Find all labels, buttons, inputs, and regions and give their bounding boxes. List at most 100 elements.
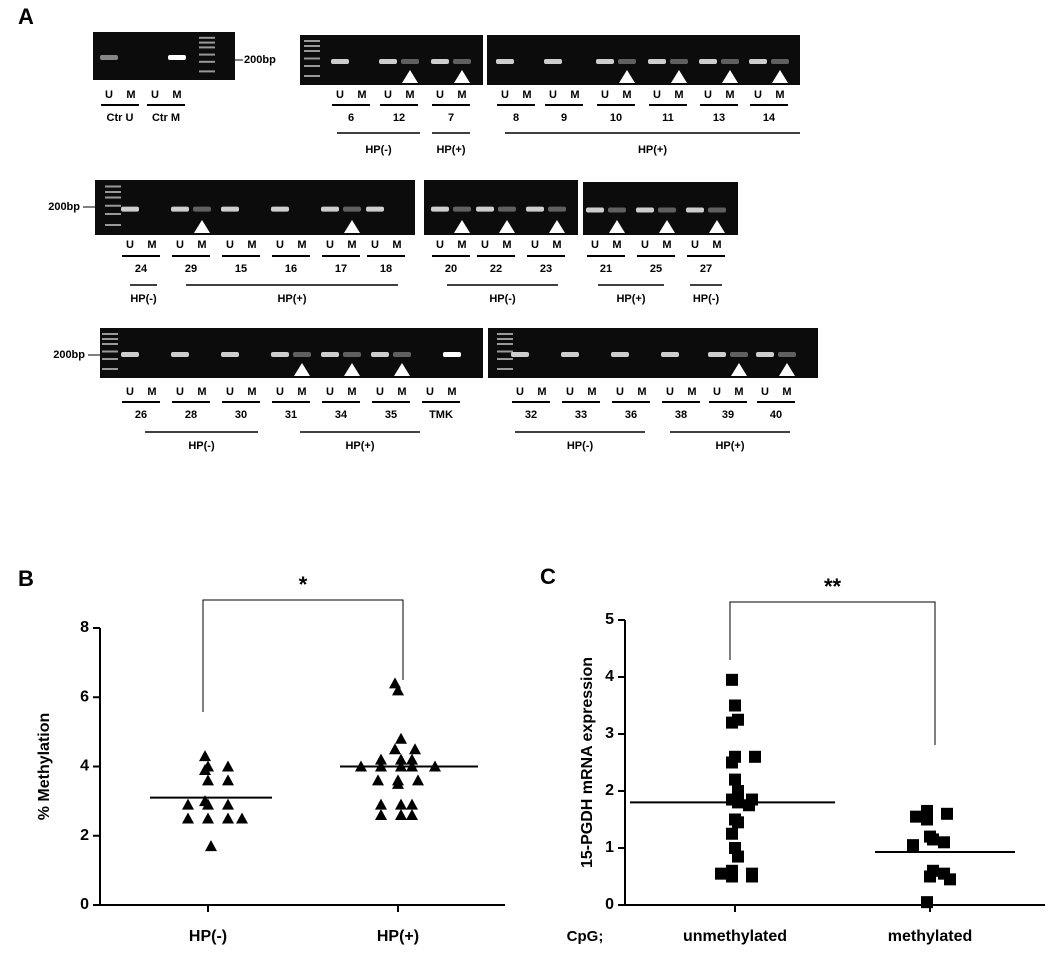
y-tick-label: 8 — [80, 619, 89, 636]
band — [561, 352, 579, 357]
lane-label: U — [326, 386, 334, 398]
ladder-band — [497, 333, 513, 335]
band — [431, 206, 449, 212]
ladder-band — [102, 343, 118, 345]
data-point — [409, 743, 421, 755]
data-point — [389, 743, 401, 755]
lane-label: U — [501, 89, 509, 101]
methylation-arrow — [549, 220, 565, 233]
lane-label: U — [276, 386, 284, 398]
lane-label: M — [447, 386, 456, 398]
y-tick-label: 6 — [80, 688, 89, 705]
band — [548, 206, 566, 212]
y-tick-label: 1 — [605, 839, 614, 856]
band — [608, 207, 626, 213]
sample-label: 12 — [393, 112, 405, 124]
lane-label: M — [734, 386, 743, 398]
sample-label: 20 — [445, 263, 457, 275]
significance-bracket — [729, 601, 936, 745]
lane-label: U — [713, 386, 721, 398]
band — [343, 206, 361, 212]
lane-label: M — [405, 89, 414, 101]
sample-label: 36 — [625, 409, 637, 421]
band — [721, 59, 739, 64]
lane-label: U — [653, 89, 661, 101]
significance: * — [299, 572, 308, 597]
ladder-band — [304, 75, 320, 77]
band — [453, 206, 471, 212]
lane-label: U — [591, 239, 599, 251]
group-label: HP(+) — [436, 144, 465, 156]
band — [611, 352, 629, 357]
sample-label: 23 — [540, 263, 552, 275]
data-point — [205, 840, 217, 852]
methylation-arrow — [731, 363, 747, 376]
y-tick-label: 0 — [605, 896, 614, 913]
sample-label: 18 — [380, 263, 392, 275]
y-tick-label: 2 — [80, 827, 89, 844]
lane-label: M — [297, 239, 306, 251]
band — [771, 59, 789, 64]
lane-label: U — [531, 239, 539, 251]
band — [271, 352, 289, 357]
ladder-band — [199, 53, 215, 56]
y-tick-label: 0 — [80, 896, 89, 913]
lane-label: U — [516, 386, 524, 398]
group-label: HP(-) — [489, 293, 516, 305]
band — [544, 59, 562, 64]
band — [778, 352, 796, 357]
sample-label: 40 — [770, 409, 782, 421]
band — [708, 207, 726, 213]
lane-label: U — [126, 386, 134, 398]
lane-label: U — [549, 89, 557, 101]
data-point — [236, 812, 248, 824]
lane-label: M — [612, 239, 621, 251]
ladder-band — [304, 57, 320, 60]
ladder-band — [102, 358, 118, 360]
band — [221, 206, 239, 212]
band — [511, 352, 529, 357]
data-point — [375, 808, 387, 820]
lane-label: M — [587, 386, 596, 398]
band — [221, 352, 239, 357]
lane-label: M — [782, 386, 791, 398]
data-point — [222, 760, 234, 772]
methylation-arrow — [709, 220, 725, 233]
ladder-band — [497, 350, 513, 353]
methylation-arrow — [619, 70, 635, 83]
sample-label: 29 — [185, 263, 197, 275]
band — [431, 59, 449, 64]
x-tick-label: HP(+) — [377, 928, 419, 945]
band — [699, 59, 717, 64]
sample-label: 28 — [185, 409, 197, 421]
group-label: HP(-) — [365, 144, 392, 156]
lane-label: M — [674, 89, 683, 101]
ladder-band — [497, 338, 513, 340]
band — [496, 59, 514, 64]
data-point — [726, 827, 738, 840]
sample-label: 8 — [513, 112, 519, 124]
ladder-band — [105, 191, 121, 193]
group-label: HP(+) — [638, 144, 667, 156]
lane-label: M — [172, 89, 181, 101]
lane-label: M — [297, 386, 306, 398]
lane-label: M — [637, 386, 646, 398]
group-label: HP(+) — [277, 293, 306, 305]
group-label: HP(-) — [693, 293, 720, 305]
band — [379, 59, 397, 64]
lane-label: M — [357, 89, 366, 101]
ladder-band — [105, 196, 121, 199]
x-tick-label: unmethylated — [683, 928, 787, 945]
data-point — [412, 774, 424, 786]
lane-label: U — [226, 239, 234, 251]
band — [636, 207, 654, 213]
ladder-band — [497, 368, 513, 370]
lane-label: M — [347, 386, 356, 398]
data-point — [372, 774, 384, 786]
data-point — [395, 732, 407, 744]
band — [121, 206, 139, 212]
band — [596, 59, 614, 64]
data-point — [406, 798, 418, 810]
panel-label: A — [18, 4, 34, 29]
data-point — [395, 798, 407, 810]
